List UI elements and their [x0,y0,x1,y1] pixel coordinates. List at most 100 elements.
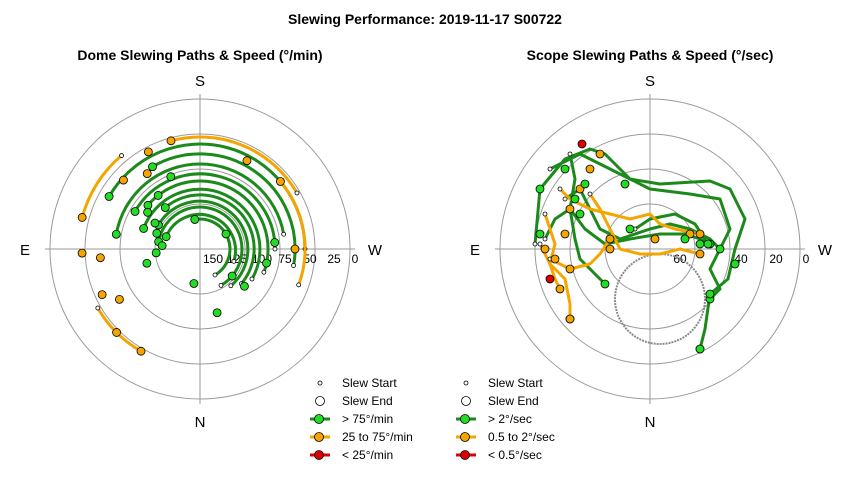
compass-right: W [818,242,833,259]
legend-end-symbol [461,396,471,406]
legend-end-symbol [315,396,325,406]
speed-point [242,156,252,166]
slew-start-marker [249,276,255,282]
slew-end-marker [104,192,114,201]
slew-path [538,242,562,291]
speed-point [540,244,550,254]
slew-start-marker [542,211,548,217]
slew-start-marker [296,282,302,288]
speed-point [565,204,575,214]
speed-point [560,164,570,174]
slew-end-marker [600,279,610,289]
slew-path [146,179,270,274]
speed-point [240,281,249,291]
slew-start-marker [587,191,593,197]
compass-right: W [368,242,383,259]
slew-start-marker [119,153,124,158]
slew-end-marker [276,177,285,186]
slew-end-marker [605,234,615,244]
slew-end-marker [166,136,176,146]
slew-path [278,180,307,287]
slew-end-marker [190,215,200,224]
slew-start-marker [537,241,543,247]
speed-point [290,244,300,254]
speed-point [560,229,570,239]
slew-path [548,152,732,301]
speed-point [577,139,587,149]
legend-marker-symbol [314,432,324,442]
slew-path [548,237,612,271]
speed-point [142,258,152,268]
legend-label: 0.5 to 2°/sec [488,430,555,444]
slew-end-marker [139,224,149,233]
slew-end-marker [130,207,140,216]
speed-point [565,264,575,274]
speed-point [119,175,128,185]
legend-start-symbol [317,380,323,386]
speed-point [535,184,545,194]
speed-point [270,238,280,247]
parked-circle [614,253,706,345]
legend-label: > 2°/sec [488,412,532,426]
slew-path [151,152,297,267]
legend-marker-symbol [460,432,470,442]
speed-point [585,164,595,174]
speed-point [95,253,105,263]
slew-start-marker [218,282,224,288]
speed-point [166,172,176,182]
slew-path [80,154,124,219]
speed-point [212,308,222,318]
slew-path [543,212,572,321]
compass-left: E [470,242,480,259]
chart-title: Dome Slewing Paths & Speed (°/min) [77,47,322,63]
slew-start-marker [212,272,218,278]
speed-point [112,328,121,337]
speed-point [620,179,630,189]
speed-point [695,344,705,354]
radial-tick-label: 25 [327,252,341,266]
slew-start-marker [532,241,538,247]
slew-start-marker [562,196,568,202]
slew-path [169,135,299,195]
speed-point [605,244,615,254]
slew-end-marker [111,229,121,239]
slew-end-marker [715,244,725,254]
speed-point [595,149,605,159]
legend-marker-symbol [314,414,324,424]
speed-point [152,228,162,238]
speed-point [680,234,690,244]
slew-path [156,199,250,288]
speed-point [157,241,167,251]
slew-path [133,172,277,251]
slew-start-marker [231,258,237,264]
speed-point [580,179,590,189]
legend-label: Slew Start [342,376,397,390]
slew-path [588,192,702,256]
speed-point [143,207,152,217]
radial-tick-label: 75 [278,252,292,266]
radial-tick-label: 50 [303,252,317,266]
legend-label: Slew End [342,394,393,408]
compass-bottom: N [645,414,656,431]
speed-point [153,191,163,200]
speed-point [227,271,237,281]
speed-point [550,254,560,264]
slew-path [114,162,286,236]
radial-tick-label: 0 [352,252,359,266]
slew-start-marker [547,166,553,172]
slew-path [193,217,232,277]
legend-marker-symbol [314,450,324,460]
slew-start-marker [567,151,573,157]
slew-end-marker [148,162,157,172]
speed-point [97,290,107,300]
scope-chart: Scope Slewing Paths & Speed (°/sec)SNE W6… [456,47,833,462]
slew-start-marker [291,263,296,268]
slew-path [142,187,262,281]
speed-point [625,224,635,234]
speed-point [730,259,740,269]
compass-top: S [195,73,205,90]
chart-title: Scope Slewing Paths & Speed (°/sec) [527,47,774,63]
legend-label: > 75°/min [342,412,393,426]
legend-label: < 25°/min [342,448,393,462]
